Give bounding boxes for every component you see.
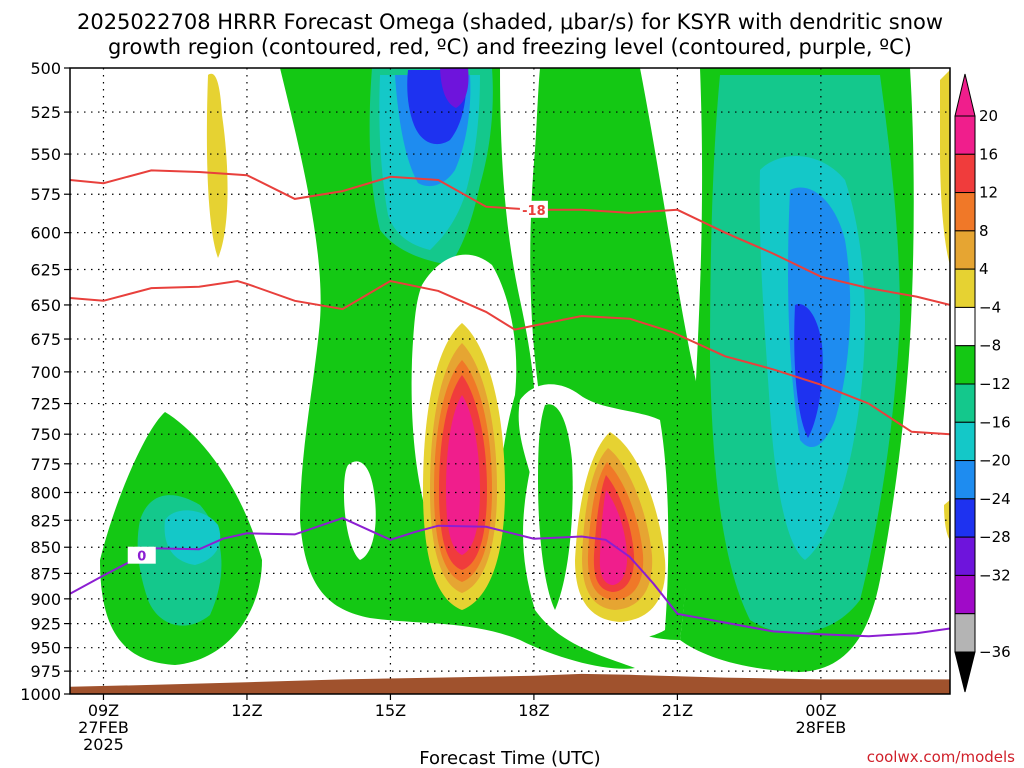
omega-band-white-hole-3	[344, 461, 376, 560]
credit-text: coolwx.com/models	[867, 748, 1015, 766]
contour-label-freezing-level: 0	[137, 550, 146, 565]
colorbar-label: −16	[979, 413, 1011, 431]
y-tick-label: 800	[30, 483, 61, 502]
chart-title-line2: growth region (contoured, red, ºC) and f…	[108, 35, 912, 59]
y-tick-label: 700	[30, 363, 61, 382]
y-tick-label: 725	[30, 395, 61, 414]
colorbar-label: −8	[979, 337, 1001, 355]
x-axis-label: Forecast Time (UTC)	[419, 748, 600, 768]
y-tick-label: 675	[30, 330, 61, 349]
colorbar-label: −36	[979, 643, 1011, 661]
colorbar-segment	[954, 383, 976, 423]
colorbar-label: −12	[979, 375, 1011, 393]
x-tick-label: 21Z	[662, 701, 693, 720]
colorbar-segment	[954, 421, 976, 462]
colorbar-label: 16	[979, 145, 998, 163]
terrain-fill	[70, 673, 950, 694]
colorbar-segment	[954, 230, 976, 270]
colorbar-segment	[954, 498, 976, 538]
colorbar-label: 20	[979, 107, 998, 125]
y-tick-label: 750	[30, 425, 61, 444]
colorbar-label: −28	[979, 528, 1011, 546]
y-tick-label: 950	[30, 639, 61, 658]
colorbar-label: −32	[979, 566, 1011, 584]
y-tick-label: 775	[30, 455, 61, 474]
y-tick-label: 575	[30, 185, 61, 204]
x-tick-year: 2025	[83, 735, 124, 754]
colorbar-label: −24	[979, 490, 1011, 508]
x-tick-date: 28FEB	[796, 718, 847, 737]
x-tick-label: 18Z	[518, 701, 549, 720]
colorbar-top-arrow	[954, 73, 976, 117]
omega-band-yellow-small	[206, 73, 228, 258]
omega-band-cyan-left	[164, 510, 221, 565]
omega-band-yellow-edge-2	[944, 500, 950, 540]
omega-band-magenta-b	[599, 490, 628, 585]
contour-dendritic-upper	[70, 169, 950, 306]
omega-band-green-inner	[538, 404, 573, 610]
colorbar-segment	[954, 460, 976, 500]
y-tick-label: 625	[30, 261, 61, 280]
colorbar-segment	[954, 536, 976, 576]
x-tick-label: 09Z	[88, 701, 119, 720]
y-tick-label: 650	[30, 296, 61, 315]
y-tick-label: 900	[30, 590, 61, 609]
colorbar-segment	[954, 268, 976, 308]
y-tick-label: 925	[30, 615, 61, 634]
omega-shading	[100, 68, 950, 672]
contour-label-bg	[127, 546, 156, 564]
x-tick-date: 27FEB	[78, 718, 129, 737]
colorbar-segment	[954, 345, 976, 385]
x-tick-label: 00Z	[805, 701, 836, 720]
contour-lines: -18 0	[70, 169, 950, 638]
colorbar-bottom-arrow	[954, 651, 976, 693]
colorbar-label: 8	[979, 222, 989, 240]
contour-freezing-level	[70, 517, 950, 638]
y-tick-label: 550	[30, 145, 61, 164]
y-tick-label: 850	[30, 538, 61, 557]
omega-band-yellow-edge-1	[940, 70, 950, 265]
y-axis: 500 525 550 575 600 625 650 675 700 725 750 775 800 8…	[20, 59, 70, 704]
y-tick-label: 1000	[20, 685, 61, 704]
x-tick-label: 15Z	[375, 701, 406, 720]
colorbar-segment	[954, 115, 976, 155]
omega-band-magenta-a	[446, 395, 480, 555]
colorbar-segment	[954, 306, 976, 347]
colorbar: 20 16 12 8 4 −4 −8 −12 −16 −20 −24 −28 −32 −36	[954, 73, 1011, 693]
x-tick-label: 12Z	[231, 701, 262, 720]
y-tick-label: 500	[30, 59, 61, 78]
y-tick-label: 875	[30, 564, 61, 583]
colorbar-segment	[954, 153, 976, 194]
omega-band-violet-center	[440, 68, 469, 108]
contour-label-bg	[519, 200, 548, 218]
contour-label-dendritic-upper: -18	[522, 204, 546, 219]
colorbar-segment	[954, 613, 976, 653]
colorbar-segment	[954, 192, 976, 232]
y-tick-label: 525	[30, 103, 61, 122]
terrain-surface	[70, 673, 950, 694]
colorbar-label: 4	[979, 260, 989, 278]
colorbar-label: 12	[979, 184, 998, 202]
plot-frame	[69, 67, 951, 695]
contour-dendritic-lower	[70, 279, 950, 436]
y-tick-label: 975	[30, 662, 61, 681]
colorbar-segment	[954, 574, 976, 615]
omega-band-navy-right	[794, 304, 823, 438]
y-tick-label: 600	[30, 224, 61, 243]
y-tick-label: 825	[30, 511, 61, 530]
colorbar-label: −20	[979, 452, 1011, 470]
colorbar-label: −4	[979, 298, 1001, 316]
chart-title-line1: 2025022708 HRRR Forecast Omega (shaded, …	[77, 10, 943, 34]
